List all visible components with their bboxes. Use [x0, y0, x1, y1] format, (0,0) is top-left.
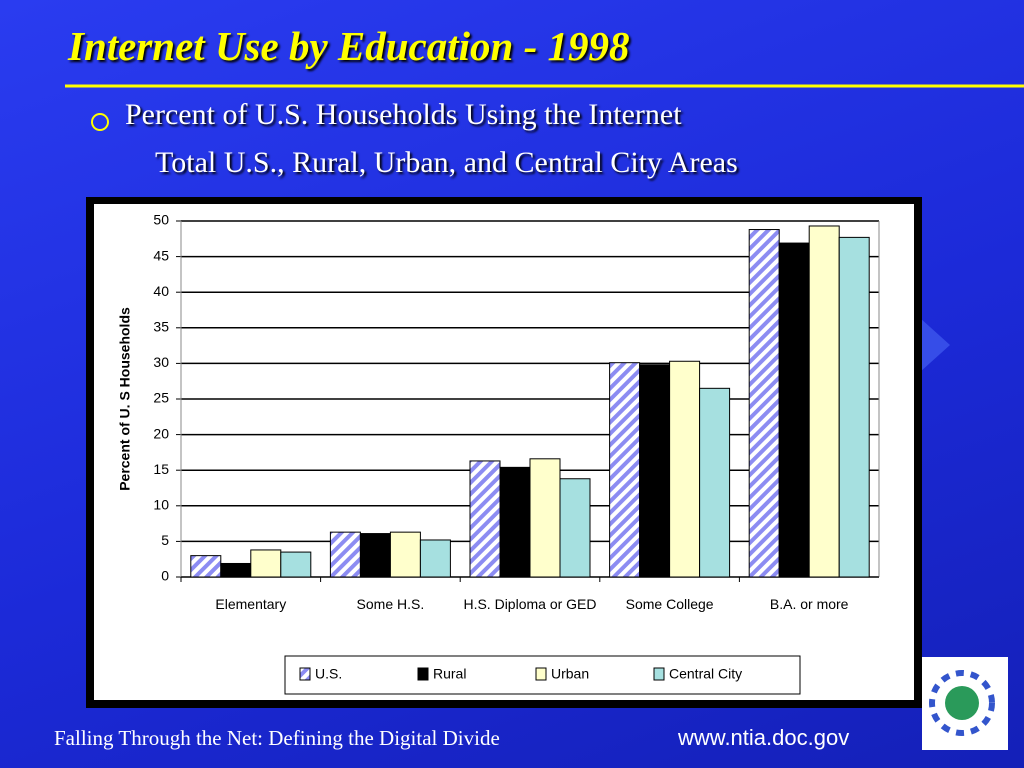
- bar: [220, 562, 252, 578]
- footer-url: www.ntia.doc.gov: [678, 725, 850, 750]
- logo: [922, 657, 1008, 750]
- x-tick-label: Some College: [625, 596, 714, 612]
- bar: [250, 549, 282, 578]
- bar: [838, 236, 870, 578]
- x-tick-label: B.A. or more: [769, 596, 849, 612]
- legend-label: Urban: [551, 666, 589, 682]
- legend-label: Rural: [433, 666, 466, 682]
- y-tick-label: 0: [161, 568, 169, 584]
- y-tick-label: 35: [153, 319, 169, 335]
- bar: [529, 458, 561, 578]
- legend-label: Central City: [669, 666, 742, 682]
- legend-swatch: [299, 667, 311, 681]
- x-tick-label: Some H.S.: [356, 596, 425, 612]
- legend-swatch: [535, 667, 547, 681]
- legend-label: U.S.: [315, 666, 342, 682]
- x-tick-label: Elementary: [215, 596, 287, 612]
- bar: [280, 551, 312, 578]
- legend-swatch: [653, 667, 665, 681]
- slide-title: Internet Use by Education - 1998: [68, 23, 630, 69]
- bar: [190, 555, 222, 578]
- bar: [808, 225, 840, 578]
- y-tick-label: 20: [153, 425, 169, 441]
- bullet-text: Total U.S., Rural, Urban, and Central Ci…: [155, 146, 738, 179]
- y-tick-label: 15: [153, 461, 169, 477]
- y-tick-label: 25: [153, 390, 169, 406]
- y-tick-label: 50: [153, 212, 169, 228]
- legend-swatch: [417, 667, 429, 681]
- y-tick-label: 30: [153, 354, 169, 370]
- bar: [389, 531, 421, 578]
- footer: Falling Through the Net: Defining the Di…: [54, 726, 500, 750]
- y-tick-label: 45: [153, 247, 169, 263]
- bar: [669, 360, 701, 578]
- bullet-icon: [91, 113, 109, 131]
- bar: [469, 460, 501, 578]
- bar: [748, 229, 780, 578]
- bar: [639, 364, 671, 578]
- y-axis-label: Percent of U. S Households: [117, 307, 133, 491]
- bar: [559, 478, 591, 578]
- x-tick-label: H.S. Diploma or GED: [463, 596, 597, 612]
- bar: [419, 539, 451, 578]
- bullet-text: Percent of U.S. Households Using the Int…: [125, 98, 682, 131]
- bar: [329, 531, 361, 578]
- bar: [359, 533, 391, 578]
- bar: [778, 242, 810, 578]
- bar: [499, 466, 531, 578]
- bar: [699, 387, 731, 578]
- bar: [609, 362, 641, 578]
- y-tick-label: 40: [153, 283, 169, 299]
- y-tick-label: 5: [161, 532, 169, 548]
- y-tick-label: 10: [153, 497, 169, 513]
